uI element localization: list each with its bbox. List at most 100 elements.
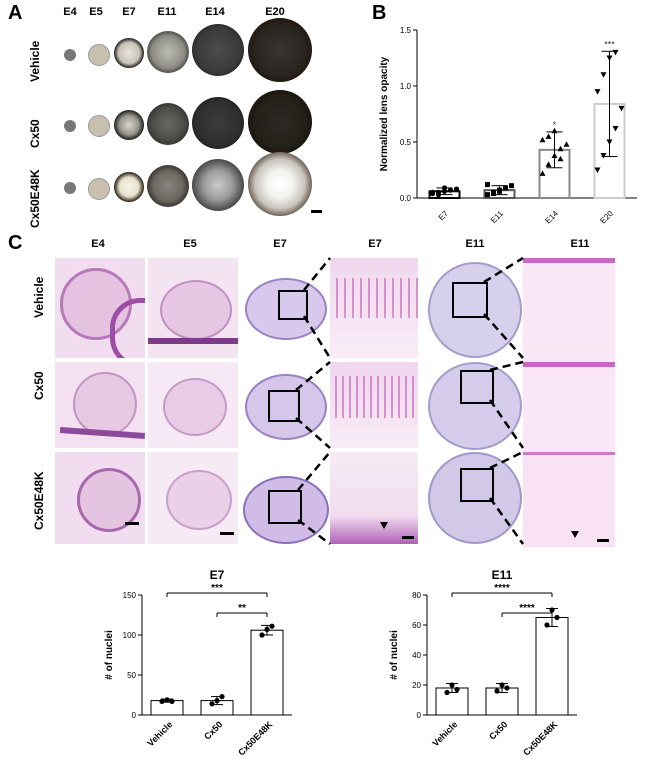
lens-cx50e48k-e11 [147,165,189,207]
lens-vehicle-e14 [192,24,244,76]
x-tick-label: Cx50E48K [521,719,560,758]
panel-a-scale-bar [311,210,322,213]
data-point [485,182,490,188]
lens-cx50e48k-e7 [114,172,144,202]
lens-cx50e48k-e20 [248,152,312,216]
data-point [606,139,613,145]
zoom-box-vehicle-e7 [278,290,308,320]
data-point [594,167,601,173]
data-point [269,623,275,629]
micrograph-zoom-cx50e48k-e7 [330,452,418,544]
x-tick-label: Cx50 [202,719,224,741]
y-tick-label: 0.0 [400,194,412,203]
data-point [209,701,215,707]
data-point [545,133,552,139]
data-point [259,632,265,638]
data-point [612,126,619,132]
data-point [563,141,570,147]
data-point [491,191,496,197]
panel-c-col-3: E7 [273,238,287,250]
zoom-connectors [295,256,525,545]
y-tick-label: 0 [417,711,422,720]
micrograph-cx50e48k-e11 [428,452,522,544]
data-point [600,152,607,159]
data-point [494,688,500,694]
y-tick-label: 100 [123,631,137,640]
x-tick-label: Cx50E48K [236,719,275,758]
data-point [214,698,220,704]
micrograph-vehicle-e5 [148,258,238,358]
comparison-label: ** [238,603,246,614]
micrograph-cx50-e11 [428,362,522,450]
data-point [485,192,490,198]
data-point [554,614,560,621]
data-point [454,686,460,693]
zoom-box-cx50e48k-e7 [268,490,302,524]
lens-cx50e48k-e4 [64,182,76,194]
micrograph-zoom-vehicle-e7 [330,258,418,358]
data-point [539,136,546,143]
data-point [544,622,550,628]
data-point [504,685,510,691]
data-point [169,698,175,704]
data-point [606,55,613,61]
data-point [444,689,450,696]
lens-cx50-e14 [192,97,244,149]
data-point [453,186,460,192]
data-point [264,626,270,632]
chart-title: E7 [210,568,225,582]
y-tick-label: 1.0 [400,82,412,91]
lens-cx50-e5 [88,115,110,137]
panel-c-col-2: E5 [183,238,197,250]
comparison-label: *** [211,583,223,594]
lens-cx50-e7 [114,110,144,140]
lens-cx50-e11 [147,103,189,145]
zoom-box-cx50-e11 [460,370,494,404]
data-point [447,187,454,193]
panel-a-col-e5: E5 [89,6,103,18]
lens-vehicle-e4 [64,49,76,61]
x-tick-label: Vehicle [145,719,174,748]
data-point [164,697,170,703]
lens-vehicle-e5 [88,44,110,66]
data-point [429,189,436,195]
micrograph-cx50e48k-e5 [148,452,238,544]
lens-cx50e48k-e5 [88,178,110,200]
panel-c-col-5: E11 [465,238,485,250]
panel-a-col-e20: E20 [265,6,285,18]
bar [250,629,284,716]
micrograph-vehicle-e4 [55,258,145,358]
y-tick-label: 20 [412,681,421,690]
data-point [557,155,564,162]
data-point [441,185,448,191]
y-axis-label: # of nuclei [104,630,115,680]
y-tick-label: 60 [412,621,421,630]
lens-cx50-e4 [64,120,76,132]
y-tick-label: 40 [412,651,421,660]
data-point [551,152,558,158]
y-axis-label: # of nuclei [389,630,400,680]
chart-e7-nuclei: E7 0 50 100 150 # of nuclei Vehicle Cx50 Cx50E48… [104,568,292,758]
bar [150,700,184,716]
y-tick-label: 50 [127,671,136,680]
data-point [545,161,552,167]
micrograph-zoom-cx50-e7 [330,362,418,448]
zoom-box-vehicle-e11 [452,282,488,318]
zoom-box-cx50e48k-e11 [460,468,494,502]
data-point [503,185,508,191]
significance-label: *** [604,39,615,49]
y-axis-label: Normalized lens opacity [379,56,390,171]
micrograph-cx50e48k-e4 [55,452,145,544]
micrograph-cx50-e7 [245,374,327,440]
panel-letter-c: C [8,232,23,254]
data-point [618,105,625,112]
lens-cx50e48k-e14 [192,159,244,211]
arrowhead-e11 [571,531,579,538]
panel-letter-b: B [372,2,387,24]
data-point [600,72,607,78]
zoom-box-cx50-e7 [268,390,300,422]
panel-c-col-1: E4 [91,238,105,250]
lens-vehicle-e11 [147,31,189,73]
arrowhead-e7 [380,522,388,529]
